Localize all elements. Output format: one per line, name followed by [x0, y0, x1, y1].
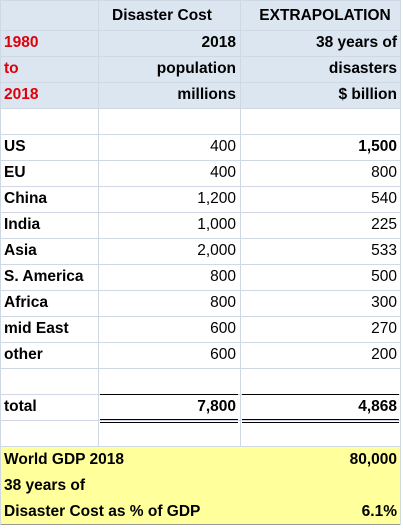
grid-line — [0, 238, 401, 239]
summary-value: 80,000 — [349, 451, 397, 468]
grid-line — [0, 0, 1, 525]
grid-line — [0, 420, 401, 421]
total-border — [100, 394, 238, 395]
region-label: India — [4, 216, 41, 233]
total-cell: 4,868 — [358, 398, 397, 415]
cost-cell: 800 — [371, 164, 397, 181]
cost-cell: 270 — [371, 320, 397, 337]
region-label: US — [4, 138, 26, 155]
grid-line — [0, 82, 401, 83]
region-label: Asia — [4, 242, 37, 259]
total-border — [242, 422, 399, 423]
header-cell: millions — [177, 86, 236, 103]
grid-line — [0, 0, 401, 1]
year-label: to — [4, 60, 19, 77]
grid-line — [240, 0, 241, 446]
total-border — [100, 419, 238, 420]
grid-line — [0, 160, 401, 161]
grid-line — [0, 186, 401, 187]
cost-cell: 300 — [371, 294, 397, 311]
grid-line — [0, 56, 401, 57]
grid-line — [98, 0, 99, 446]
summary-value: 6.1% — [361, 503, 397, 520]
total-label: total — [4, 398, 37, 415]
grid-line — [0, 446, 401, 447]
summary-label: Disaster Cost as % of GDP — [4, 503, 201, 520]
region-label: China — [4, 190, 48, 207]
year-label: 2018 — [4, 86, 39, 103]
grid-line — [400, 0, 401, 525]
header-background — [0, 0, 401, 108]
population-cell: 1,000 — [197, 216, 236, 233]
total-cell: 7,800 — [197, 398, 236, 415]
cost-cell: 200 — [371, 346, 397, 363]
cost-cell: 500 — [371, 268, 397, 285]
population-cell: 800 — [210, 268, 236, 285]
grid-line — [0, 290, 401, 291]
region-label: other — [4, 346, 43, 363]
summary-background — [0, 446, 401, 524]
header-cell: EXTRAPOLATION — [259, 7, 391, 24]
cost-cell: 1,500 — [358, 138, 397, 155]
total-border — [100, 422, 238, 423]
grid-line — [0, 524, 401, 525]
year-label: 1980 — [4, 34, 39, 51]
header-cell: 2018 — [201, 34, 236, 51]
cost-cell: 540 — [371, 190, 397, 207]
cost-cell: 533 — [371, 242, 397, 259]
cost-cell: 225 — [371, 216, 397, 233]
grid-line — [0, 108, 401, 109]
region-label: S. America — [4, 268, 84, 285]
grid-line — [0, 30, 401, 31]
region-label: mid East — [4, 320, 69, 337]
population-cell: 800 — [210, 294, 236, 311]
grid-line — [0, 212, 401, 213]
grid-line — [0, 316, 401, 317]
grid-line — [0, 264, 401, 265]
population-cell: 1,200 — [197, 190, 236, 207]
header-cell: Disaster Cost — [112, 7, 212, 24]
grid-line — [0, 368, 401, 369]
header-cell: $ billion — [338, 86, 397, 103]
total-border — [242, 419, 399, 420]
header-cell: 38 years of — [316, 34, 397, 51]
region-label: EU — [4, 164, 26, 181]
summary-label: World GDP 2018 — [4, 451, 125, 468]
population-cell: 400 — [210, 164, 236, 181]
summary-label: 38 years of — [4, 477, 85, 494]
total-border — [242, 394, 399, 395]
header-cell: disasters — [328, 60, 397, 77]
population-cell: 2,000 — [197, 242, 236, 259]
population-cell: 400 — [210, 138, 236, 155]
population-cell: 600 — [210, 320, 236, 337]
header-cell: population — [156, 60, 236, 77]
population-cell: 600 — [210, 346, 236, 363]
grid-line — [0, 342, 401, 343]
region-label: Africa — [4, 294, 48, 311]
grid-line — [0, 134, 401, 135]
